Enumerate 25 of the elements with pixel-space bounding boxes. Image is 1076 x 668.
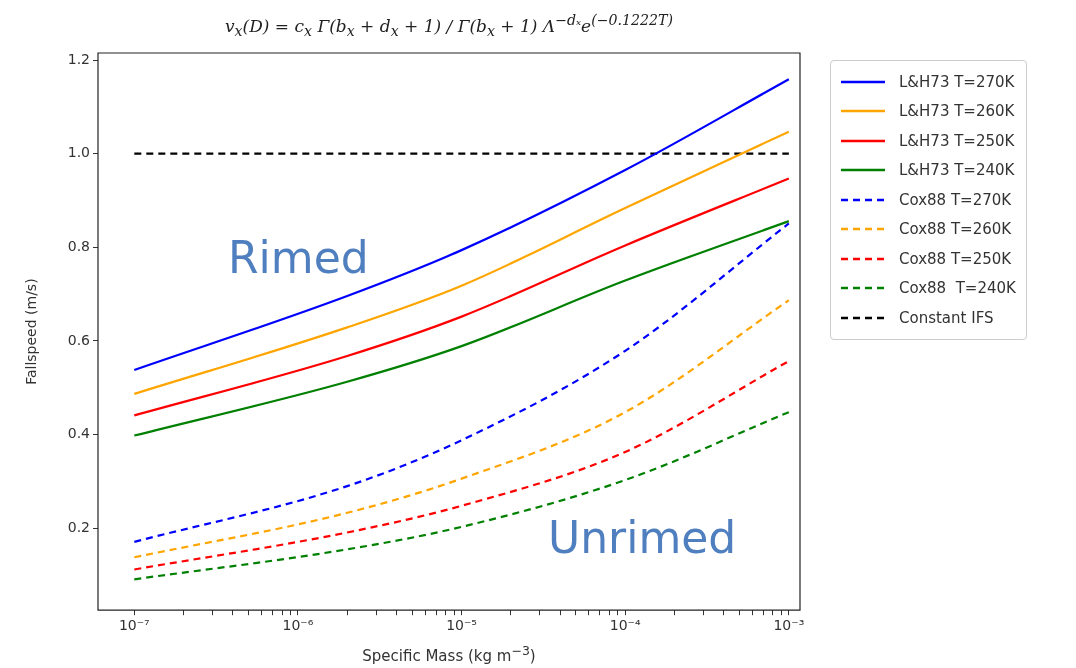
y-tick-label: 1.0 xyxy=(67,144,90,161)
x-tick-label: 10⁻⁷ xyxy=(118,617,150,634)
legend-label: Constant IFS xyxy=(899,308,994,327)
legend-label: L&H73 T=270K xyxy=(899,72,1015,91)
chart-title: v$_{x}$(D) = c$_{x}$ Γ(b$_{x}$ + d$_{x}$ + 1) / Γ(b$_{x}$ + 1) Λ$^{−dₓ}$e$^{(−0.1222T)}$ xyxy=(224,12,674,40)
annotation: Unrimed xyxy=(548,512,737,563)
legend-label: Cox88 T=240K xyxy=(899,279,1016,298)
legend-label: L&H73 T=250K xyxy=(899,131,1015,150)
y-tick-label: 0.8 xyxy=(67,237,90,254)
legend-label: Cox88 T=260K xyxy=(899,220,1012,239)
legend-label: Cox88 T=270K xyxy=(899,190,1012,209)
x-tick-label: 10⁻³ xyxy=(773,617,805,634)
legend-label: L&H73 T=260K xyxy=(899,102,1015,121)
x-tick-label: 10⁻⁴ xyxy=(609,617,641,634)
y-tick-label: 0.4 xyxy=(67,425,91,442)
x-axis-title: Specific Mass (kg m$^{−3}$) xyxy=(361,643,537,665)
x-tick-label: 10⁻⁵ xyxy=(446,617,477,634)
legend-label: Cox88 T=250K xyxy=(899,249,1012,268)
annotation: Rimed xyxy=(228,232,369,283)
y-tick-label: 0.6 xyxy=(67,331,91,348)
y-axis-title: Fallspeed (m/s) xyxy=(23,278,40,385)
y-tick-label: 1.2 xyxy=(67,50,90,67)
y-tick-label: 0.2 xyxy=(67,518,90,535)
legend-label: L&H73 T=240K xyxy=(899,161,1015,180)
x-tick-label: 10⁻⁶ xyxy=(282,617,314,634)
